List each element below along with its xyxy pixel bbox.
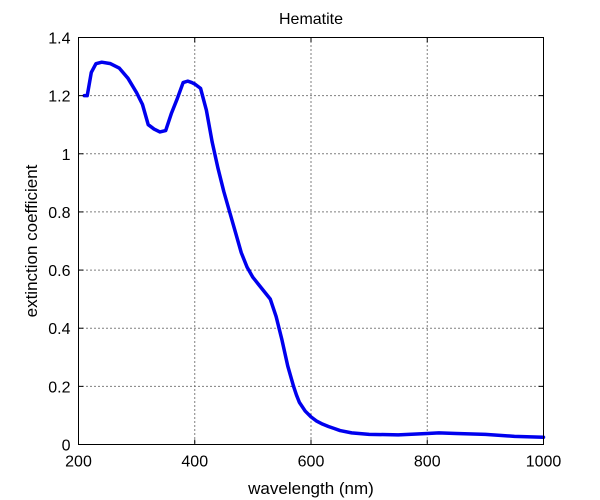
- x-tick-label: 400: [181, 454, 208, 471]
- x-tick-label: 600: [298, 454, 325, 471]
- y-tick-label: 1.2: [48, 89, 70, 106]
- y-tick-label: 0: [62, 438, 71, 455]
- grid-layer: [78, 37, 544, 445]
- x-tick-label: 200: [65, 454, 92, 471]
- tick-layer: 200 400 600 800 1000 0 0.2 0.4 0.6 0.8 1 1.2 1.4: [48, 31, 561, 471]
- series-layer: [82, 60, 546, 439]
- y-axis-label: extinction coefficient: [22, 164, 41, 317]
- series-line: [82, 60, 546, 439]
- plot-frame: [78, 37, 544, 445]
- y-tick-label: 1.4: [48, 31, 70, 48]
- y-tick-label: 0.4: [48, 321, 70, 338]
- y-tick-label: 0.2: [48, 379, 70, 396]
- y-tick-label: 0.8: [48, 205, 70, 222]
- x-tick-label: 800: [414, 454, 441, 471]
- x-tick-label: 1000: [526, 454, 562, 471]
- y-tick-label: 1: [62, 147, 71, 164]
- x-axis-label: wavelength (nm): [247, 479, 374, 498]
- chart-title: Hematite: [279, 11, 343, 28]
- y-tick-label: 0.6: [48, 263, 70, 280]
